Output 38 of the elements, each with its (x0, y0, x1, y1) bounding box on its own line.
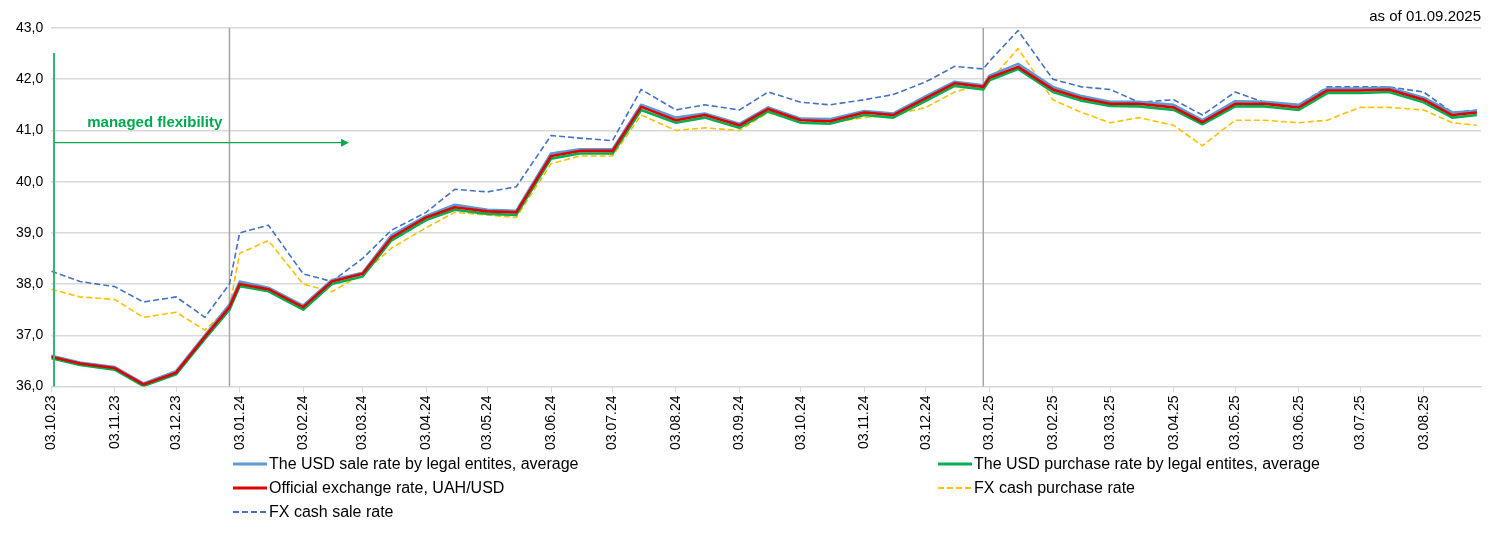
x-tick-label: 03.03.25 (1101, 395, 1118, 450)
x-tick-label: 03.11.23 (105, 395, 122, 449)
x-tick-label: 03.03.24 (353, 395, 370, 450)
x-tick-label: 03.01.25 (980, 395, 997, 450)
x-tick-label: 03.08.25 (1414, 395, 1431, 450)
x-tick-label: 03.04.24 (416, 395, 433, 450)
x-tick-label: 03.06.25 (1289, 395, 1306, 450)
y-tick-label: 42,0 (16, 70, 44, 87)
x-tick-label: 03.01.24 (230, 395, 247, 450)
chart-subtitle: as of 01.09.2025 (1369, 7, 1481, 25)
x-tick-label: 03.06.24 (541, 395, 558, 450)
x-tick-label: 03.08.24 (666, 395, 683, 450)
x-tick-label: 03.05.24 (478, 395, 495, 450)
legend-label: The USD purchase rate by legal entites, average (974, 455, 1320, 473)
x-tick-label: 03.02.24 (294, 395, 311, 450)
y-tick-label: 41,0 (16, 121, 44, 138)
x-tick-label: 03.04.25 (1164, 395, 1181, 450)
y-tick-label: 37,0 (16, 326, 44, 343)
y-tick-label: 36,0 (16, 377, 44, 394)
x-tick-label: 03.11.24 (855, 395, 872, 449)
x-tick-label: 03.05.25 (1226, 395, 1243, 450)
y-tick-label: 40,0 (16, 172, 44, 189)
x-tick-label: 03.07.24 (603, 395, 620, 450)
x-tick-label: 03.09.24 (730, 395, 747, 450)
x-tick-label: 03.12.23 (167, 395, 184, 450)
legend-label: The USD sale rate by legal entites, average (269, 455, 579, 473)
annotation: managed flexibility (87, 112, 223, 130)
x-tick-label: 03.02.25 (1043, 395, 1060, 450)
x-tick-label: 03.12.24 (916, 395, 933, 450)
x-tick-label: 03.07.25 (1351, 395, 1368, 450)
legend-label: FX cash purchase rate (974, 479, 1135, 497)
y-tick-label: 39,0 (16, 223, 44, 240)
x-tick-label: 03.10.24 (791, 395, 808, 450)
legend-label: Official exchange rate, UAH/USD (269, 479, 505, 497)
y-tick-label: 38,0 (16, 274, 44, 291)
legend-label: FX cash sale rate (269, 503, 394, 521)
y-tick-label: 43,0 (16, 18, 44, 35)
x-tick-label: 03.10.23 (42, 395, 59, 450)
